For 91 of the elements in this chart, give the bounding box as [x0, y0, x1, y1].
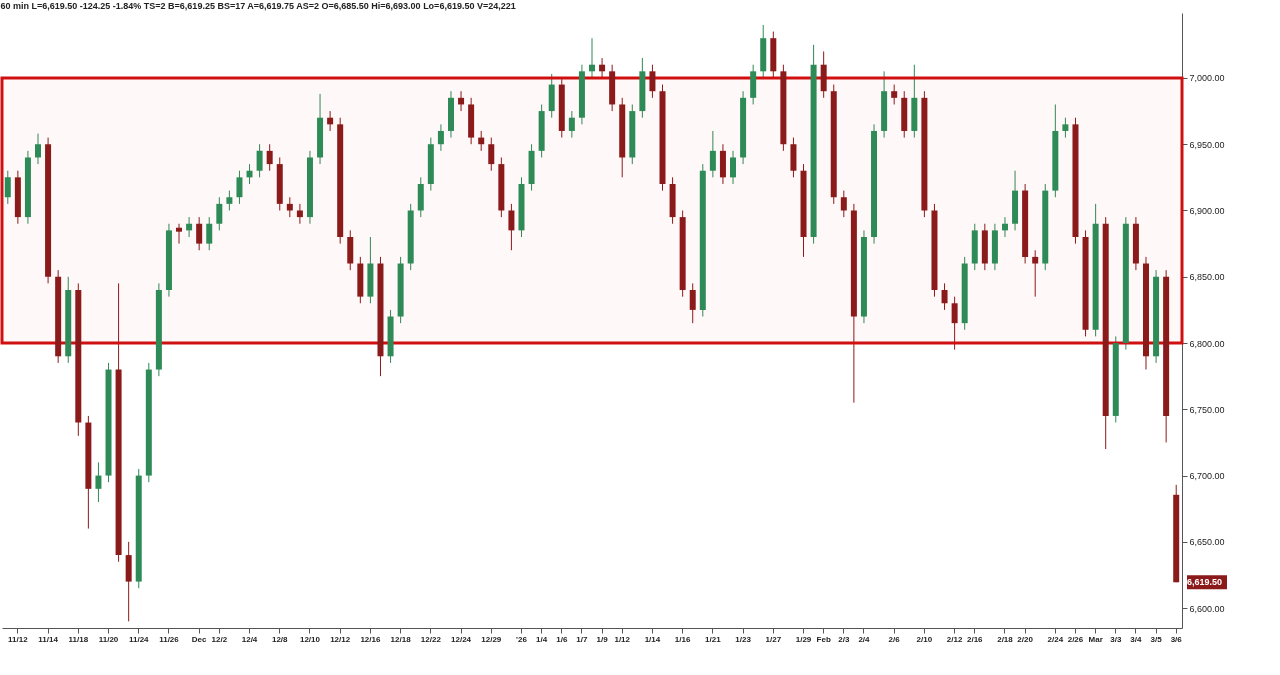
x-tick-label: 11/18 [68, 634, 89, 644]
x-tick-label: 3/6 [1170, 634, 1183, 644]
candlestick [286, 196, 293, 218]
y-tick-label: 6,650.00 [1189, 537, 1225, 548]
x-tick-label: 1/14 [644, 634, 661, 644]
x-tick-label: 1/21 [705, 634, 722, 644]
x-tick-label: 1/23 [735, 634, 752, 644]
candlestick [1062, 117, 1069, 139]
candlestick [1032, 249, 1039, 298]
candlestick [941, 282, 948, 311]
x-tick-label: 12/18 [390, 634, 412, 644]
y-tick-label: 7,000.00 [1189, 73, 1225, 84]
x-tick-label: 1/4 [536, 634, 548, 644]
x-tick-label: 12/10 [299, 634, 321, 644]
x-tick-label: 2/6 [888, 634, 901, 644]
x-tick-label: 2/26 [1067, 634, 1084, 644]
x-tick-label: 1/16 [674, 634, 691, 644]
candlestick [246, 163, 253, 185]
candlestick [689, 282, 696, 324]
candlestick [327, 110, 334, 132]
candlestick [35, 133, 42, 165]
candlestick [840, 190, 847, 218]
x-tick-label: Dec [191, 634, 208, 644]
x-tick-label: Mar [1088, 634, 1103, 644]
y-tick-label: 6,700.00 [1189, 471, 1225, 482]
y-tick-label: 6,800.00 [1189, 338, 1225, 349]
candlestick [266, 143, 273, 172]
x-tick-label: 12/2 [211, 634, 228, 644]
x-tick-label: 2/16 [966, 634, 984, 644]
y-tick-label: 6,950.00 [1189, 139, 1225, 150]
candlestick [488, 137, 495, 172]
x-tick-label: 2/20 [1017, 634, 1034, 644]
candlestick [206, 216, 213, 251]
candlestick [226, 190, 233, 211]
candlestick [95, 461, 102, 503]
candlestick [4, 170, 11, 205]
x-tick-label: 12/12 [330, 634, 351, 644]
y-tick-label: 6,600.00 [1189, 603, 1225, 614]
x-tick-label: Feb [816, 634, 831, 644]
candlestick [478, 130, 485, 152]
candlestick [508, 203, 515, 251]
candlestick [296, 203, 303, 225]
candlestick [176, 223, 183, 245]
candlestick [649, 64, 656, 99]
x-tick-label: 1/12 [614, 634, 631, 644]
candlestick [437, 123, 444, 152]
x-tick-label: 1/6 [556, 634, 568, 644]
y-tick-label: 6,750.00 [1189, 404, 1225, 415]
x-tick-label: 2/4 [858, 634, 871, 644]
candlestick [236, 170, 243, 205]
x-tick-label: 12/16 [360, 634, 381, 644]
x-tick-label: 12/22 [420, 634, 442, 644]
candlestick [951, 296, 958, 351]
x-tick-label: 12/4 [241, 634, 258, 644]
x-tick-label: 12/29 [481, 634, 502, 644]
x-tick-label: 1/29 [795, 634, 812, 644]
candlestick [256, 143, 263, 178]
x-tick-label: 1/7 [576, 634, 589, 644]
x-tick-label: 3/3 [1110, 634, 1122, 644]
x-tick-label: 3/5 [1150, 634, 1163, 644]
x-tick-label: 11/20 [98, 634, 119, 644]
candlestick [599, 57, 606, 79]
x-tick-label: 1/27 [765, 634, 782, 644]
candlestick [196, 216, 203, 251]
x-tick-label: 11/24 [128, 634, 150, 644]
candlestick [216, 196, 223, 231]
x-tick-label: 11/26 [159, 634, 180, 644]
text: 6,619.50 [1187, 577, 1223, 588]
candlestick [709, 130, 716, 178]
x-tick-label: 11/14 [38, 634, 59, 644]
x-tick-label: '26 [516, 634, 528, 644]
y-tick-label: 6,900.00 [1189, 205, 1225, 216]
candlestick [568, 110, 575, 139]
candlestick [891, 84, 898, 105]
x-tick-label: 2/10 [916, 634, 933, 644]
candlestick [1001, 216, 1008, 238]
chart-title: 60 min L=6,619.50 -124.25 -1.84% TS=2 B=6,619.25 BS=17 A=6,619.75 AS=2 O=6,685.50 Hi=6,693.00 Lo=6,619.50 V=24,221 [0, 1, 516, 11]
x-tick-label: 2/18 [997, 634, 1014, 644]
x-tick-label: 2/12 [946, 634, 963, 644]
x-tick-label: 12/8 [271, 634, 289, 644]
x-tick-label: 11/12 [8, 634, 29, 644]
candlestick [186, 216, 193, 238]
candlestick [730, 150, 737, 185]
candlestick [458, 90, 465, 112]
x-tick-label: 2/24 [1047, 634, 1064, 644]
x-tick-label: 1/9 [596, 634, 609, 644]
x-tick-label: 12/24 [451, 634, 472, 644]
x-tick-label: 2/3 [838, 634, 850, 644]
x-tick-label: 3/4 [1130, 634, 1143, 644]
y-tick-label: 6,850.00 [1189, 272, 1225, 283]
candlestick [589, 37, 595, 79]
